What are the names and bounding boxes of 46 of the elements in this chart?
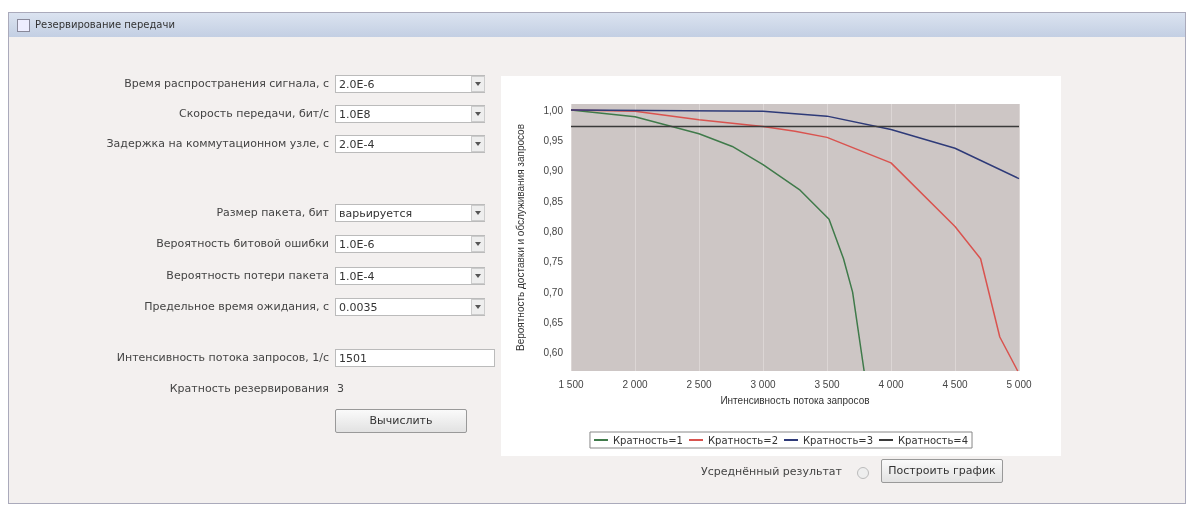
button: Построить график (881, 459, 1003, 483)
x-tick-label: 4 000 (878, 378, 904, 390)
x-axis-title: Интенсивность потока запросов (720, 394, 870, 406)
x-tick-label: 4 500 (942, 378, 968, 390)
text: Резервирование передачи (9, 13, 1185, 37)
text: Кратность резервирования (168, 382, 329, 395)
x-tick-label: 3 500 (814, 378, 840, 390)
x-tick-label: 2 500 (686, 378, 712, 390)
combo-box: 2.0E-6 (335, 75, 485, 93)
y-tick-label: 0,85 (543, 195, 564, 207)
text: 3 (337, 382, 344, 395)
x-tick-label: 1 500 (558, 378, 584, 390)
x-tick-label: 3 000 (750, 378, 776, 390)
text: Скорость передачи, бит/с (178, 107, 329, 120)
y-tick-label: 0,90 (543, 165, 564, 177)
legend-label: Кратность=4 (898, 434, 969, 446)
combo-box: 2.0E-4 (335, 135, 485, 153)
text: Задержка на коммутационном узле, с (105, 137, 329, 150)
x-tick-label: 2 000 (622, 378, 648, 390)
text-field: 1501 (335, 349, 495, 367)
legend-label: Кратность=3 (803, 434, 874, 446)
y-tick-label: 0,80 (543, 225, 564, 237)
legend-label: Кратность=2 (707, 434, 778, 446)
text: Интенсивность потока запросов, 1/с (115, 351, 329, 364)
y-axis-title: Вероятность доставки и обслуживания запросов (514, 124, 526, 351)
x-tick-label: 5 000 (1006, 378, 1032, 390)
text: Размер пакета, бит (215, 206, 329, 219)
combo-box: 1.0E-4 (335, 267, 485, 285)
text: Время распространения сигнала, с (123, 77, 329, 90)
y-tick-label: 0,65 (543, 316, 564, 328)
text: Вероятность потери пакета (165, 269, 329, 282)
combo-box: 1.0E-6 (335, 235, 485, 253)
y-tick-label: 0,95 (543, 134, 564, 146)
y-tick-label: 0,75 (543, 256, 564, 268)
combo-box: 0.0035 (335, 298, 485, 316)
text: Предельное время ожидания, с (143, 300, 329, 313)
combo-box: 1.0E8 (335, 105, 485, 123)
legend-label: Кратность=1 (612, 434, 683, 446)
text: Вероятность битовой ошибки (155, 237, 329, 250)
text: Усреднённый результат (701, 465, 842, 478)
y-tick-label: 0,60 (543, 347, 564, 359)
line-series (570, 109, 1020, 180)
combo-box: варьируется (335, 204, 485, 222)
button: Вычислить (335, 409, 467, 433)
y-tick-label: 1,00 (543, 104, 564, 116)
y-tick-label: 0,70 (543, 286, 564, 298)
